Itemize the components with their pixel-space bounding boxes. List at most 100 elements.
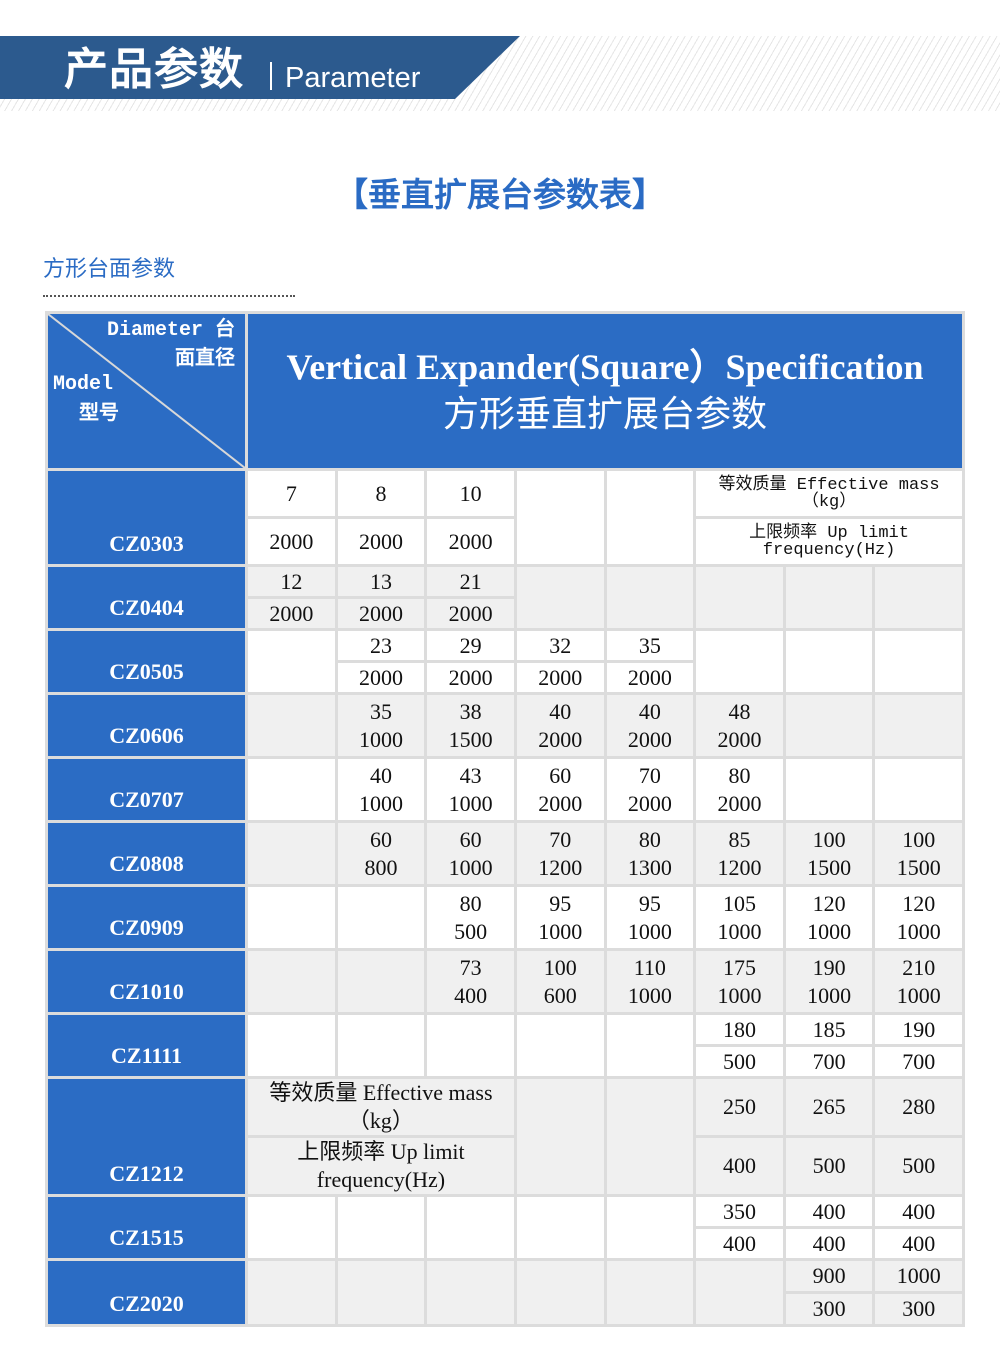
empty-cell bbox=[337, 1015, 425, 1076]
table-row: CZ0303 7 8 10 等效质量 Effective mass（kg） bbox=[48, 471, 962, 564]
mass-value: 180 bbox=[696, 1015, 783, 1044]
mass-value: 185 bbox=[785, 1015, 873, 1044]
frequency-value: 1000 bbox=[627, 982, 672, 1008]
mass-value: 12 bbox=[248, 567, 335, 596]
mass-value: 100 bbox=[543, 954, 577, 980]
table-row-sub: 400 400 400 bbox=[48, 1229, 962, 1258]
value-cell: 73 400 bbox=[427, 951, 514, 1012]
mass-value: 32 bbox=[516, 631, 604, 660]
mass-value: 105 bbox=[722, 890, 756, 916]
mass-value: 400 bbox=[785, 1197, 873, 1226]
empty-cell bbox=[516, 1015, 604, 1076]
table-row-sub: 500 700 700 bbox=[48, 1047, 962, 1076]
frequency-value: 1000 bbox=[358, 726, 403, 752]
value-cell: 40 2000 bbox=[606, 695, 694, 756]
corner-header: Diameter 台面直径 Model 型号 bbox=[48, 314, 245, 468]
diameter-label-en: Diameter 台 bbox=[106, 319, 235, 342]
value-cell: 48 2000 bbox=[696, 695, 783, 756]
mass-value: 35 bbox=[606, 631, 694, 660]
empty-cell bbox=[696, 1261, 783, 1324]
frequency-value: 2000 bbox=[538, 790, 583, 816]
frequency-value: 2000 bbox=[627, 790, 672, 816]
value-cell: 100 600 bbox=[516, 951, 604, 1012]
value-cell: 38 1500 bbox=[427, 695, 514, 756]
mass-value: 1000 bbox=[875, 1261, 962, 1291]
table-title: Vertical Expander(Square）Specification 方… bbox=[248, 314, 962, 468]
frequency-value: 400 bbox=[696, 1229, 783, 1258]
mass-value: 190 bbox=[875, 1015, 962, 1044]
frequency-value: 1200 bbox=[538, 854, 583, 880]
mass-value: 100 bbox=[902, 826, 936, 852]
table-row: CZ1515 350 400 400 bbox=[48, 1197, 962, 1258]
banner-divider bbox=[270, 62, 272, 90]
mass-value: 80 bbox=[459, 890, 482, 916]
empty-cell bbox=[516, 1079, 604, 1194]
value-cell: 120 1000 bbox=[785, 887, 873, 948]
table-title-en: Vertical Expander(Square）Specification bbox=[286, 347, 924, 387]
value-cell: 43 1000 bbox=[427, 759, 514, 820]
mass-value: 40 bbox=[549, 698, 572, 724]
model-cell: CZ1212 bbox=[48, 1079, 245, 1194]
mass-value: 900 bbox=[785, 1261, 873, 1291]
frequency-value: 1500 bbox=[807, 854, 852, 880]
empty-cell bbox=[606, 1079, 694, 1194]
frequency-value: 2000 bbox=[717, 790, 762, 816]
table-row: CZ1111 180 185 190 bbox=[48, 1015, 962, 1076]
empty-cell bbox=[427, 1197, 514, 1258]
mass-value: 210 bbox=[902, 954, 936, 980]
frequency-value: 500 bbox=[875, 1138, 962, 1194]
empty-cell bbox=[785, 695, 873, 756]
frequency-value: 2000 bbox=[427, 599, 514, 628]
value-cell: 175 1000 bbox=[696, 951, 783, 1012]
value-cell: 110 1000 bbox=[606, 951, 694, 1012]
mass-value: 48 bbox=[728, 698, 751, 724]
mass-value: 85 bbox=[728, 826, 751, 852]
empty-cell bbox=[248, 823, 335, 884]
frequency-value: 1000 bbox=[807, 982, 852, 1008]
empty-cell bbox=[875, 631, 962, 692]
table-row-sub: 2000 2000 2000 上限频率 Up limit frequency(Hz) bbox=[48, 519, 962, 564]
empty-cell bbox=[337, 1197, 425, 1258]
model-cell: CZ0404 bbox=[48, 567, 245, 628]
frequency-value: 700 bbox=[875, 1047, 962, 1076]
mass-value: 43 bbox=[459, 762, 482, 788]
frequency-value: 800 bbox=[364, 854, 398, 880]
empty-cell bbox=[337, 951, 425, 1012]
mass-value: 8 bbox=[337, 471, 425, 516]
frequency-label: 上限频率 Up limit frequency(Hz) bbox=[696, 519, 962, 564]
frequency-value: 400 bbox=[454, 982, 488, 1008]
value-cell: 60 2000 bbox=[516, 759, 604, 820]
table-row-sub: 上限频率 Up limit frequency(Hz) 400 500 500 bbox=[48, 1138, 962, 1194]
value-cell: 40 2000 bbox=[516, 695, 604, 756]
mass-value: 175 bbox=[722, 954, 756, 980]
frequency-value: 500 bbox=[454, 918, 488, 944]
frequency-value: 1300 bbox=[627, 854, 672, 880]
empty-cell bbox=[696, 567, 783, 628]
banner-subtitle: Parameter bbox=[285, 62, 421, 94]
empty-cell bbox=[606, 567, 694, 628]
frequency-value: 1000 bbox=[538, 918, 583, 944]
model-cell: CZ0808 bbox=[48, 823, 245, 884]
empty-cell bbox=[516, 1261, 604, 1324]
empty-cell bbox=[875, 759, 962, 820]
value-cell: 85 1200 bbox=[696, 823, 783, 884]
empty-cell bbox=[248, 695, 335, 756]
empty-cell bbox=[785, 759, 873, 820]
model-cell: CZ0505 bbox=[48, 631, 245, 692]
table-row: CZ0909 80 500 95 1000 95 1000 105 1000 120 1000 120… bbox=[48, 887, 962, 948]
table-row-sub: 300 300 bbox=[48, 1294, 962, 1324]
empty-cell bbox=[248, 1015, 335, 1076]
frequency-value: 400 bbox=[785, 1229, 873, 1258]
mass-value: 250 bbox=[696, 1079, 783, 1135]
mass-value: 120 bbox=[812, 890, 846, 916]
frequency-value: 1200 bbox=[717, 854, 762, 880]
mass-value: 80 bbox=[638, 826, 661, 852]
frequency-value: 500 bbox=[785, 1138, 873, 1194]
value-cell: 80 2000 bbox=[696, 759, 783, 820]
value-cell: 105 1000 bbox=[696, 887, 783, 948]
mass-value: 40 bbox=[638, 698, 661, 724]
frequency-value: 600 bbox=[543, 982, 577, 1008]
frequency-value: 400 bbox=[696, 1138, 783, 1194]
frequency-value: 1000 bbox=[448, 790, 493, 816]
frequency-value: 1000 bbox=[717, 918, 762, 944]
